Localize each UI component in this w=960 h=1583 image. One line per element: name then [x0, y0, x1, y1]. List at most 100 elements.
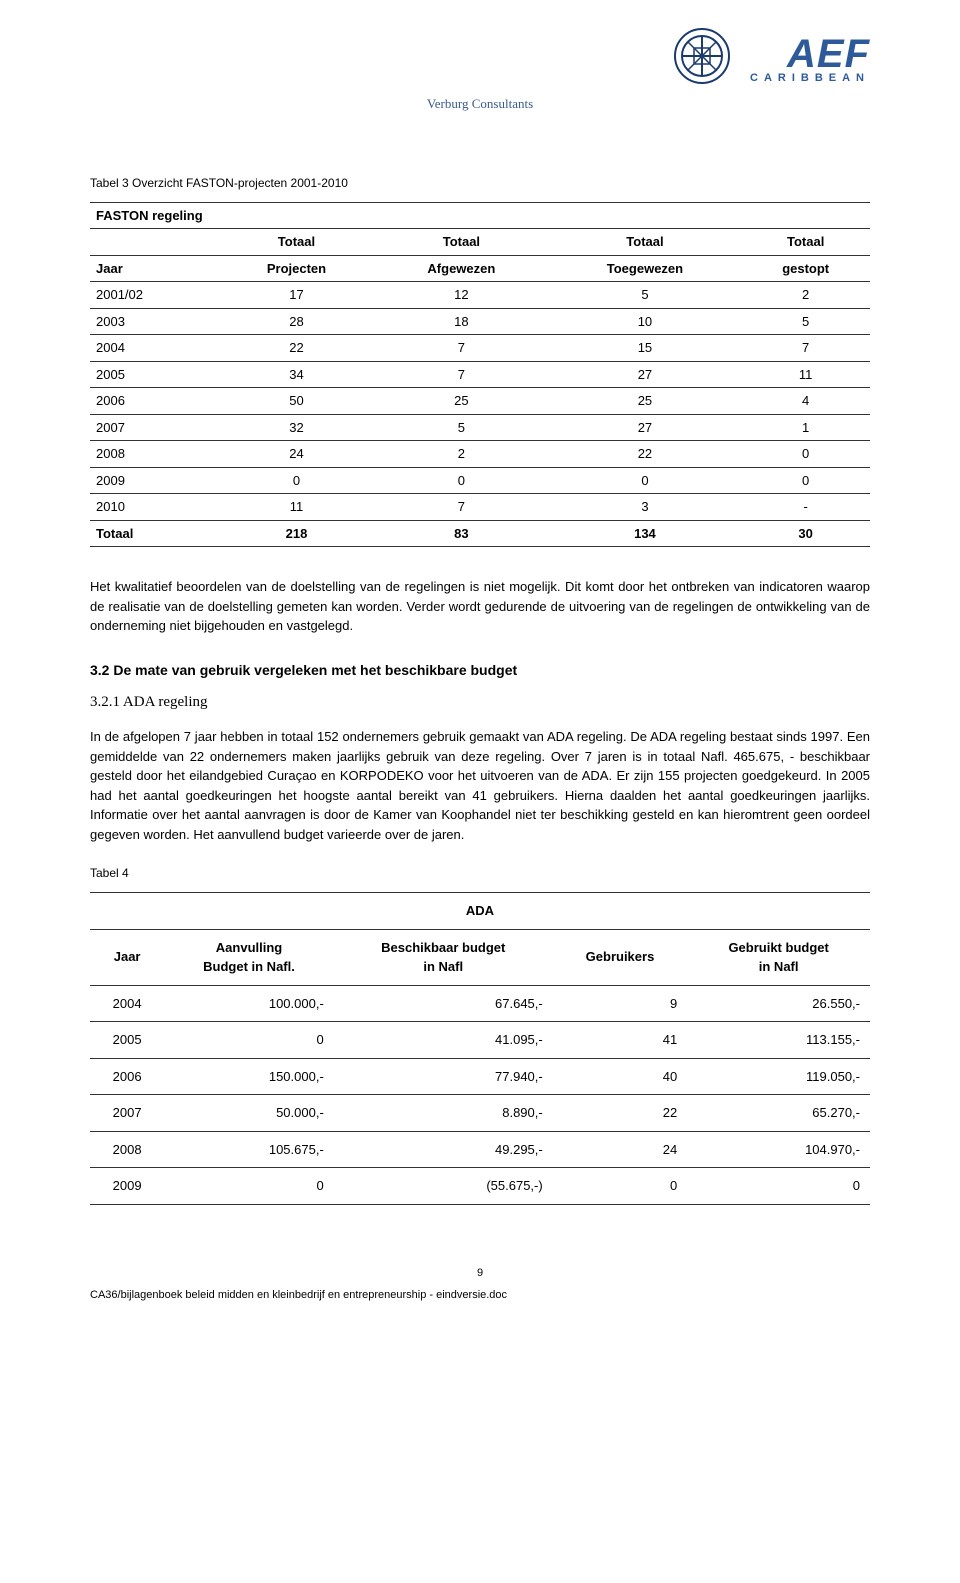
table-cell: 2006	[90, 1058, 164, 1095]
table-cell: 77.940,-	[334, 1058, 553, 1095]
table-cell: 41	[553, 1022, 688, 1059]
table-row: 20032818105	[90, 308, 870, 335]
table-cell: 0	[687, 1168, 870, 1205]
table-cell: 25	[374, 388, 548, 415]
col-gestopt: gestopt	[741, 255, 870, 282]
page-header: AEF CARIBBEAN	[90, 28, 870, 84]
table-cell: 150.000,-	[164, 1058, 334, 1095]
table-cell: 27	[549, 414, 742, 441]
table-row: 2004100.000,-67.645,-926.550,-	[90, 985, 870, 1022]
table-cell: 113.155,-	[687, 1022, 870, 1059]
table-cell: 22	[219, 335, 374, 362]
table-cell: 17	[219, 282, 374, 309]
table-cell: 100.000,-	[164, 985, 334, 1022]
col-toegewezen: Toegewezen	[549, 255, 742, 282]
table-cell: 2006	[90, 388, 219, 415]
col-aanvulling: Aanvulling Budget in Nafl.	[164, 929, 334, 985]
table-row: 2005041.095,-41113.155,-	[90, 1022, 870, 1059]
table-cell: 83	[374, 520, 548, 547]
table-cell: 27	[549, 361, 742, 388]
table-cell: 0	[164, 1022, 334, 1059]
table3-header-line2: Jaar Projecten Afgewezen Toegewezen gest…	[90, 255, 870, 282]
table-cell: 7	[374, 361, 548, 388]
table-cell: 5	[741, 308, 870, 335]
col-blank	[90, 229, 219, 256]
col-h: Totaal	[374, 229, 548, 256]
table-row: 2001/02171252	[90, 282, 870, 309]
col-h: Totaal	[219, 229, 374, 256]
table-cell: 0	[553, 1168, 688, 1205]
table-cell: 2009	[90, 1168, 164, 1205]
table-cell: 11	[219, 494, 374, 521]
table-cell: 218	[219, 520, 374, 547]
table-cell: 2004	[90, 335, 219, 362]
logo-verburg	[674, 28, 730, 84]
table-cell: 65.270,-	[687, 1095, 870, 1132]
table-cell: 50	[219, 388, 374, 415]
table-cell: 2010	[90, 494, 219, 521]
table-cell: 9	[553, 985, 688, 1022]
col-projecten: Projecten	[219, 255, 374, 282]
col-beschikbaar: Beschikbaar budget in Nafl	[334, 929, 553, 985]
paragraph-kwalitatief: Het kwalitatief beoordelen van de doelst…	[90, 577, 870, 636]
table-cell: 25	[549, 388, 742, 415]
table-row: 200750.000,-8.890,-2265.270,-	[90, 1095, 870, 1132]
table-cell: 34	[219, 361, 374, 388]
table-cell: 0	[549, 467, 742, 494]
table-row: 2004227157	[90, 335, 870, 362]
table-cell: 1	[741, 414, 870, 441]
table-cell: 28	[219, 308, 374, 335]
table-cell: 0	[164, 1168, 334, 1205]
table-cell: 49.295,-	[334, 1131, 553, 1168]
table-cell: 0	[374, 467, 548, 494]
col-gebruikt: Gebruikt budget in Nafl	[687, 929, 870, 985]
page-number: 9	[90, 1265, 870, 1282]
table-cell: 8.890,-	[334, 1095, 553, 1132]
table-row: Totaal2188313430	[90, 520, 870, 547]
table3: FASTON regeling Totaal Totaal Totaal Tot…	[90, 202, 870, 548]
doc-reference: CA36/bijlagenboek beleid midden en klein…	[90, 1287, 870, 1304]
col-h: Totaal	[741, 229, 870, 256]
table-cell: 7	[741, 335, 870, 362]
header-company: Verburg Consultants	[90, 94, 870, 114]
table-cell: 40	[553, 1058, 688, 1095]
table-cell: 2004	[90, 985, 164, 1022]
table-cell: 2	[374, 441, 548, 468]
table-cell: 41.095,-	[334, 1022, 553, 1059]
table-row: 20065025254	[90, 388, 870, 415]
col-jaar: Jaar	[90, 929, 164, 985]
table-cell: 2003	[90, 308, 219, 335]
table-cell: 134	[549, 520, 742, 547]
table3-caption: Tabel 3 Overzicht FASTON-projecten 2001-…	[90, 174, 870, 192]
table-cell: 2005	[90, 361, 219, 388]
logo-aef: AEF CARIBBEAN	[750, 36, 870, 84]
table-cell: 18	[374, 308, 548, 335]
table-cell: 5	[374, 414, 548, 441]
page-footer: 9 CA36/bijlagenboek beleid midden en kle…	[90, 1265, 870, 1304]
table-cell: Totaal	[90, 520, 219, 547]
col-afgewezen: Afgewezen	[374, 255, 548, 282]
table-cell: 2005	[90, 1022, 164, 1059]
table-cell: 67.645,-	[334, 985, 553, 1022]
table-cell: 105.675,-	[164, 1131, 334, 1168]
table-cell: 2008	[90, 441, 219, 468]
table4: ADA Jaar Aanvulling Budget in Nafl. Besc…	[90, 892, 870, 1205]
table-cell: 32	[219, 414, 374, 441]
table-cell: (55.675,-)	[334, 1168, 553, 1205]
table-cell: 2007	[90, 1095, 164, 1132]
table-cell: 2008	[90, 1131, 164, 1168]
table-cell: 7	[374, 335, 548, 362]
table-cell: 2009	[90, 467, 219, 494]
table-cell: 104.970,-	[687, 1131, 870, 1168]
table3-header-line1: Totaal Totaal Totaal Totaal	[90, 229, 870, 256]
table-cell: 22	[553, 1095, 688, 1132]
table-cell: 3	[549, 494, 742, 521]
table4-caption: Tabel 4	[90, 864, 870, 882]
table-cell: 119.050,-	[687, 1058, 870, 1095]
table-row: 20090000	[90, 467, 870, 494]
table-cell: 0	[219, 467, 374, 494]
table-cell: 10	[549, 308, 742, 335]
table-cell: 0	[741, 467, 870, 494]
table-cell: 0	[741, 441, 870, 468]
table4-header: Jaar Aanvulling Budget in Nafl. Beschikb…	[90, 929, 870, 985]
